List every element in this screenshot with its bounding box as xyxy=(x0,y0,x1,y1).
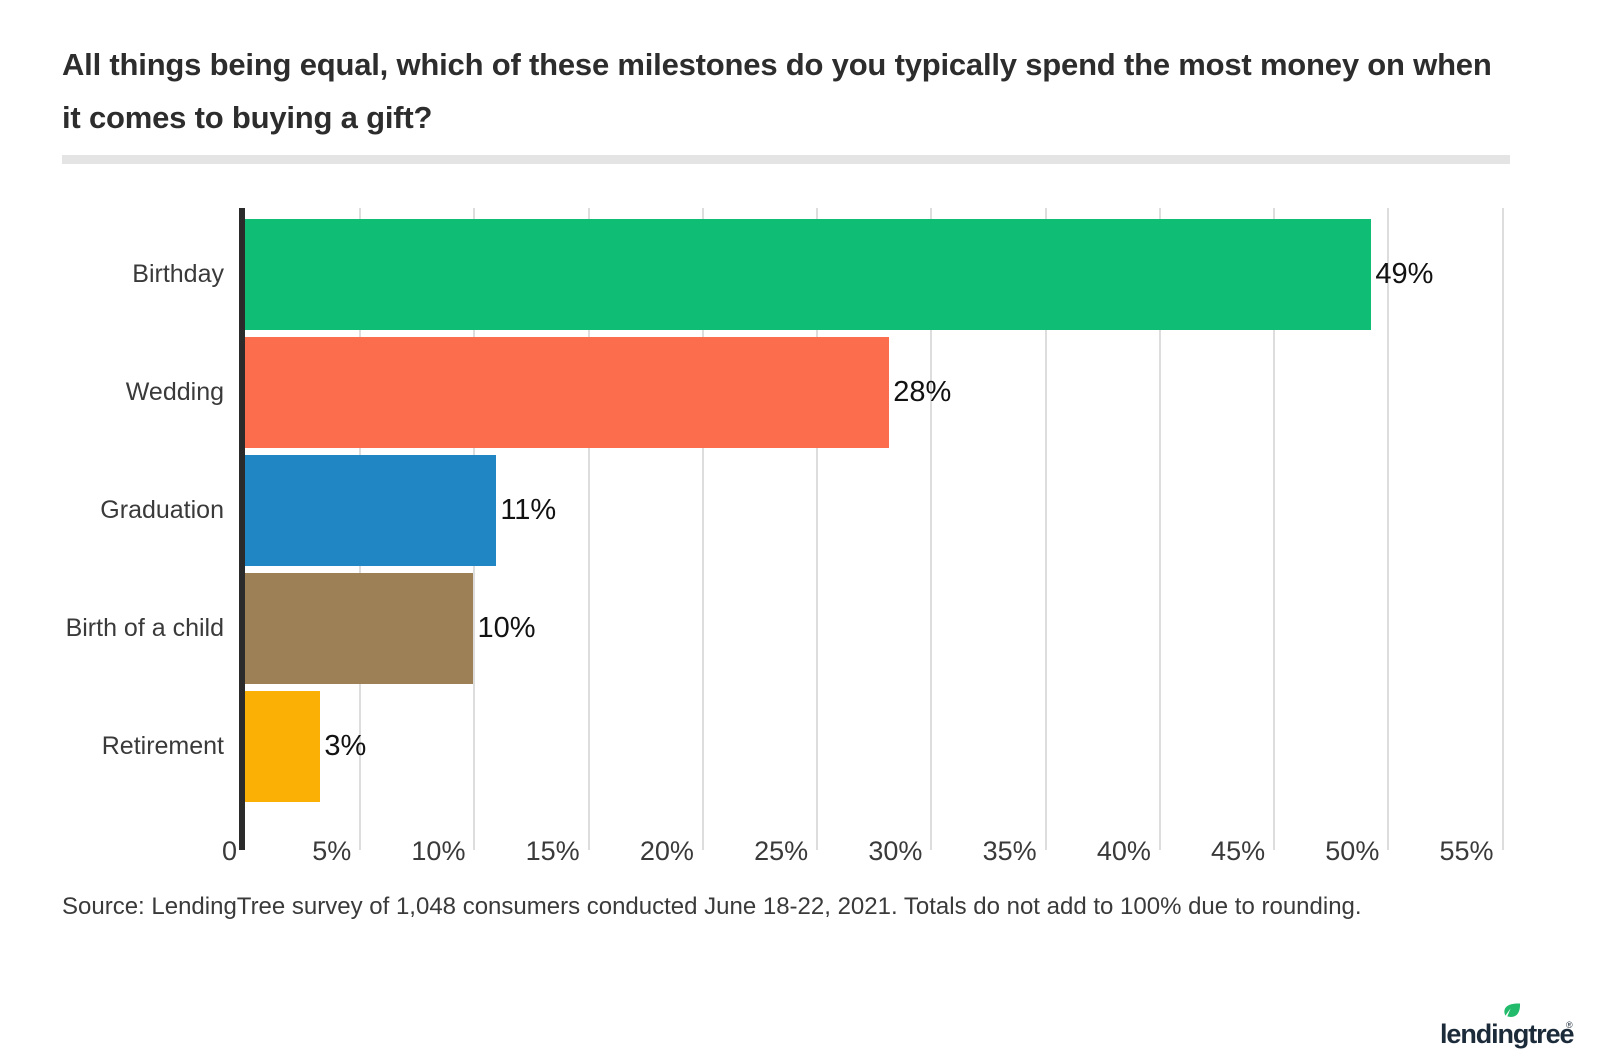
category-label: Birthday xyxy=(132,259,224,288)
x-tick-label: 40% xyxy=(1096,836,1151,866)
x-tick-label: 30% xyxy=(868,836,923,866)
bar-chart: 49% Birthday 28% Wedding 11% Graduation 10% Bir… xyxy=(0,190,1600,870)
bar-birth-of-a-child[interactable] xyxy=(245,573,474,684)
gridline xyxy=(816,208,819,850)
logo-wordmark: lendingtree xyxy=(1440,1019,1575,1049)
logo-trademark: ® xyxy=(1566,1020,1573,1030)
gridline xyxy=(587,208,590,850)
gridline xyxy=(1387,208,1390,850)
x-tick-label: 10% xyxy=(411,836,466,866)
gridline xyxy=(1501,208,1504,850)
category-label: Wedding xyxy=(125,377,224,406)
x-tick-label: 50% xyxy=(1325,836,1380,866)
x-tick-label: 55% xyxy=(1439,836,1494,866)
bar-value-label: 10% xyxy=(477,611,536,644)
x-tick-label: 5% xyxy=(312,836,352,866)
bar-value-label: 49% xyxy=(1375,257,1434,290)
x-tick-label: 45% xyxy=(1211,836,1266,866)
bar-value-label: 11% xyxy=(500,493,557,526)
x-tick-label: 15% xyxy=(525,836,580,866)
gridline xyxy=(1158,208,1161,850)
bar-value-label: 3% xyxy=(324,729,367,762)
y-axis-line xyxy=(239,208,245,850)
category-label: Retirement xyxy=(101,731,224,760)
category-label: Graduation xyxy=(100,495,224,524)
bar-retirement[interactable] xyxy=(245,691,321,802)
leaf-icon xyxy=(1502,1002,1522,1022)
bar-graduation[interactable] xyxy=(245,455,497,566)
bar-value-label: 28% xyxy=(893,375,952,408)
x-tick-label: 25% xyxy=(754,836,809,866)
gridline xyxy=(930,208,933,850)
category-label: Birth of a child xyxy=(65,613,224,642)
gridline xyxy=(1273,208,1276,850)
gridline xyxy=(701,208,704,850)
x-tick-label: 35% xyxy=(982,836,1037,866)
x-tick-label: 0 xyxy=(221,836,237,866)
bar-birthday[interactable] xyxy=(245,219,1372,330)
gridline xyxy=(1044,208,1047,850)
lendingtree-logo: lendingtree ® xyxy=(1440,1002,1575,1049)
title-divider xyxy=(62,155,1510,164)
source-note: Source: LendingTree survey of 1,048 cons… xyxy=(62,893,1362,920)
bar-wedding[interactable] xyxy=(245,337,890,448)
x-tick-label: 20% xyxy=(639,836,694,866)
page-title: All things being equal, which of these m… xyxy=(62,47,1492,136)
